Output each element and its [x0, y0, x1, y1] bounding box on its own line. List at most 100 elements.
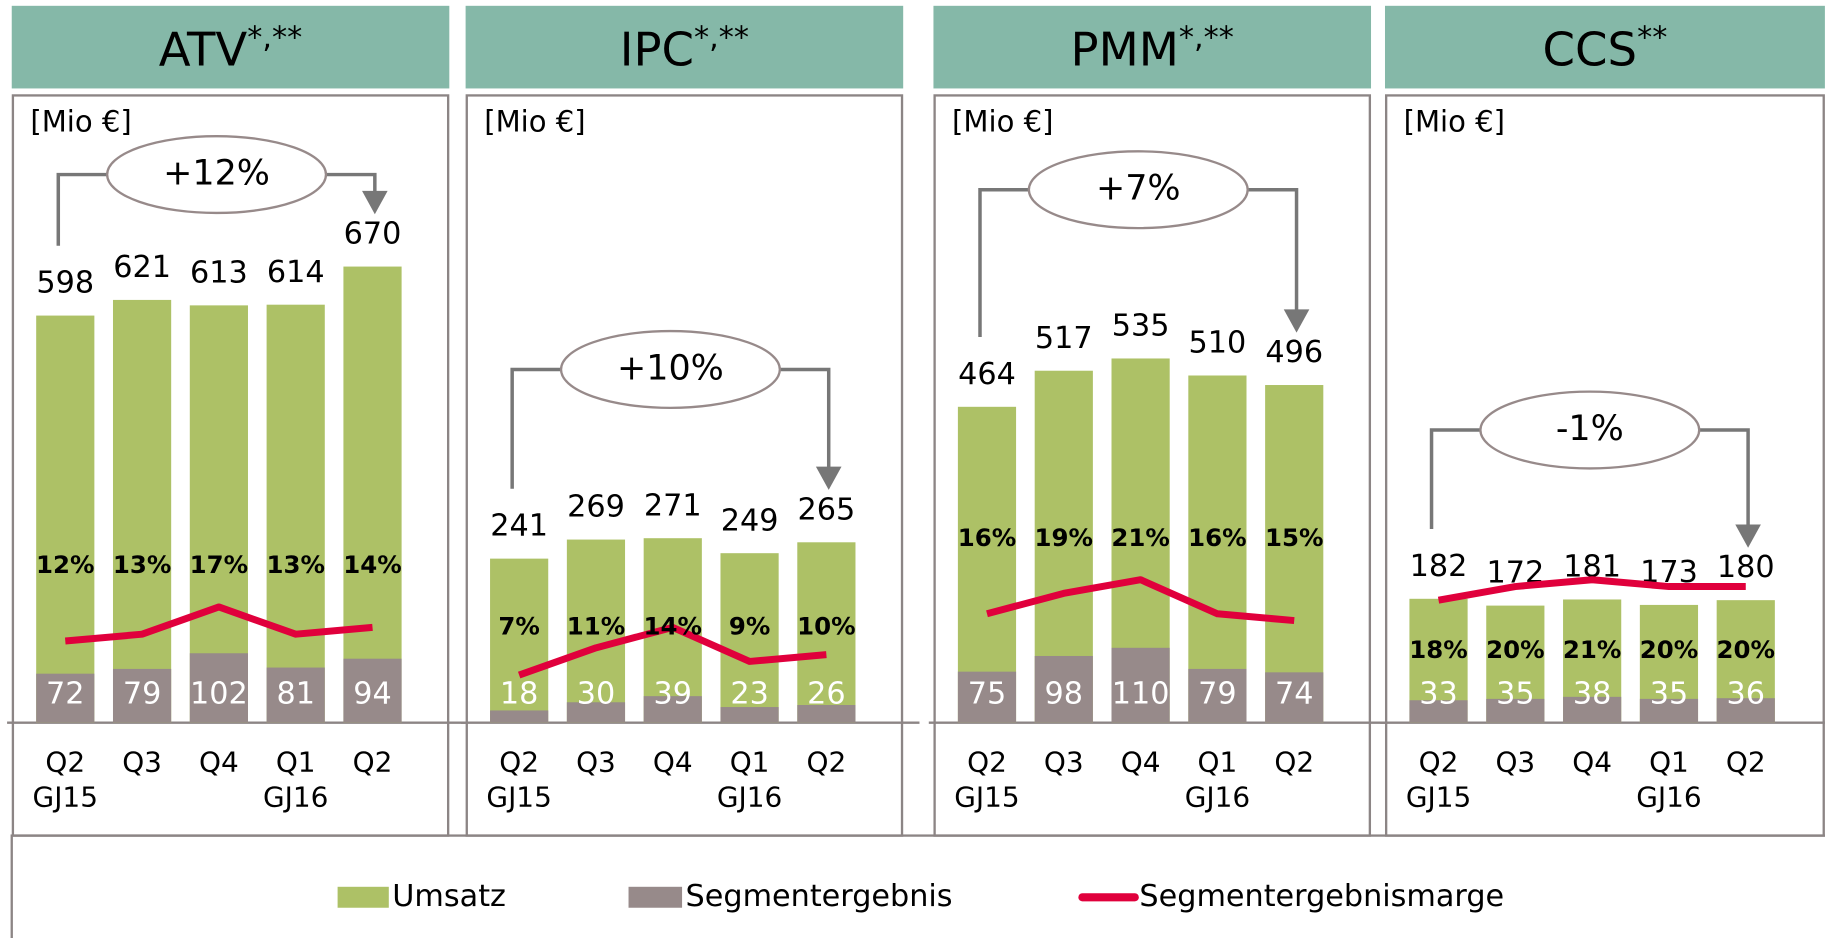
segment-label: 35 [1650, 676, 1688, 711]
segment-bar [1034, 655, 1093, 723]
segment-bar [1188, 668, 1247, 723]
margin-label: 19% [1035, 523, 1093, 552]
change-bubble [559, 329, 781, 410]
legend-swatch [628, 886, 683, 908]
segment-bar [957, 671, 1017, 723]
x-tick-label: Q2 [353, 745, 393, 778]
segment-label: 94 [353, 676, 392, 711]
segment-bar [1716, 698, 1775, 723]
panel-header [465, 5, 904, 89]
panel-title: CCS** [1543, 20, 1668, 76]
segment-bar [797, 705, 856, 723]
segment-label: 30 [577, 676, 615, 711]
revenue-label: 613 [190, 255, 248, 290]
revenue-label: 464 [958, 357, 1016, 392]
x-tick-year: GJ15 [486, 780, 551, 813]
change-bubble [1027, 150, 1249, 230]
legend-label: Umsatz [392, 879, 506, 914]
x-tick-label: Q4 [1572, 745, 1612, 778]
unit-label: [Mio €] [484, 104, 585, 138]
margin-label: 21% [1563, 635, 1621, 664]
x-tick-label: Q3 [576, 745, 616, 778]
title-text: ATV [159, 22, 248, 76]
segment-bar [720, 707, 779, 723]
margin-label: 16% [958, 523, 1016, 552]
x-tick-label: Q2 [1419, 745, 1459, 778]
margin-label: 20% [1486, 635, 1544, 664]
change-label: +7% [1096, 169, 1181, 209]
x-tick-label: Q2 [1274, 745, 1314, 778]
change-label: -1% [1556, 409, 1624, 449]
segment-label: 39 [654, 676, 693, 711]
panel-box [933, 94, 1372, 837]
x-tick-label: Q1 [1198, 745, 1238, 778]
x-tick-label: Q4 [653, 745, 693, 778]
revenue-bar [112, 299, 172, 723]
segment-bar [643, 696, 702, 723]
title-note: *,** [694, 20, 749, 55]
margin-label: 13% [113, 550, 171, 579]
segment-bar [1563, 696, 1622, 723]
revenue-bar [36, 315, 95, 723]
change-label: +10% [617, 348, 724, 388]
segment-label: 98 [1045, 676, 1084, 711]
x-tick-label: Q1 [276, 745, 316, 778]
x-tick-year: GJ16 [717, 780, 782, 813]
revenue-bar [266, 304, 325, 723]
margin-label: 12% [36, 550, 94, 579]
segment-label: 79 [123, 676, 162, 711]
revenue-label: 271 [644, 488, 702, 523]
change-arrow [1735, 524, 1761, 548]
revenue-label: 621 [113, 250, 171, 285]
segment-label: 18 [500, 676, 538, 711]
revenue-bar [343, 266, 402, 723]
segment-label: 35 [1496, 676, 1535, 711]
legend-label: Segmentergebnis [686, 879, 953, 914]
revenue-label: 265 [798, 492, 856, 527]
segment-label: 38 [1573, 676, 1612, 711]
x-tick-year: GJ16 [1636, 780, 1701, 813]
panel-title: ATV*,** [159, 20, 303, 76]
legend-swatch [337, 886, 389, 908]
segment-label: 110 [1112, 676, 1170, 711]
panel-title: IPC*,** [620, 20, 749, 76]
margin-label: 14% [644, 611, 702, 640]
revenue-label: 670 [344, 217, 402, 252]
segment-bar [189, 653, 248, 723]
change-bubble [1479, 390, 1701, 470]
unit-label: [Mio €] [1404, 104, 1505, 138]
change-arrow [815, 466, 842, 490]
legend-label: Segmentergebnismarge [1139, 879, 1504, 914]
margin-label: 13% [266, 550, 324, 579]
x-tick-year: GJ15 [1406, 780, 1471, 813]
change-bubble [106, 134, 328, 215]
x-tick-label: Q4 [199, 745, 239, 778]
x-tick-label: Q2 [499, 745, 539, 778]
revenue-label: 517 [1035, 321, 1093, 356]
revenue-label: 614 [267, 255, 325, 290]
segment-bar [266, 667, 325, 723]
margin-line [1437, 576, 1746, 604]
panel-box [1384, 94, 1825, 837]
margin-label: 7% [498, 611, 539, 640]
margin-label: 9% [729, 611, 770, 640]
panel-box [11, 94, 450, 837]
panel-title: PMM*,** [1071, 20, 1234, 76]
segment-bar [112, 668, 172, 723]
x-tick-label: Q3 [1495, 745, 1535, 778]
x-tick-label: Q2 [45, 745, 85, 778]
title-note: *,** [1179, 20, 1234, 55]
x-tick-year: GJ16 [1185, 780, 1250, 813]
x-tick-year: GJ15 [954, 780, 1019, 813]
title-text: IPC [620, 22, 694, 76]
segment-bar [490, 710, 549, 723]
segment-bar [566, 702, 626, 723]
revenue-label: 269 [567, 490, 625, 525]
revenue-bar [566, 539, 626, 723]
revenue-bar [720, 553, 779, 723]
legend-box [10, 834, 1825, 938]
panel-header [933, 5, 1372, 89]
x-tick-label: Q1 [730, 745, 770, 778]
segment-bar [1111, 647, 1170, 723]
